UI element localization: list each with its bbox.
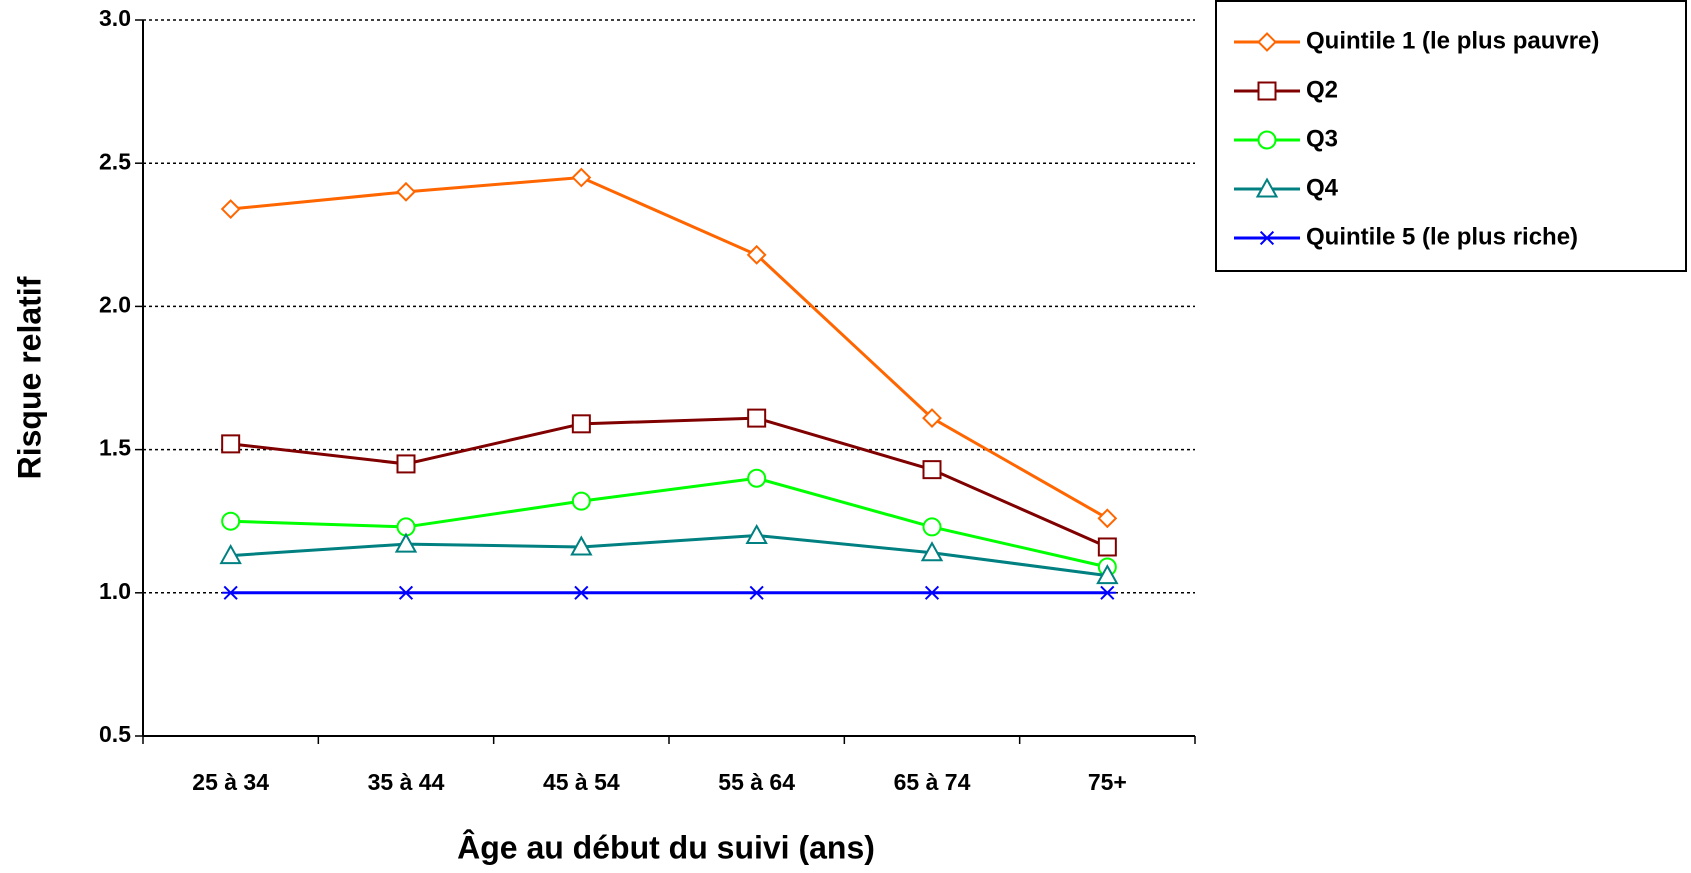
marker [1096, 564, 1119, 585]
marker [1258, 230, 1276, 246]
y-tick-label: 3.0 [99, 5, 131, 31]
marker [747, 408, 767, 428]
y-tick-label: 2.0 [99, 291, 131, 317]
marker [571, 491, 591, 511]
marker [220, 199, 241, 219]
series [222, 585, 1116, 600]
marker [1097, 508, 1118, 529]
series [220, 167, 1118, 529]
marker [570, 535, 593, 556]
legend-label: Quintile 1 (le plus pauvre) [1306, 27, 1599, 54]
marker [745, 523, 768, 545]
marker [572, 585, 590, 600]
marker [1257, 81, 1277, 101]
marker [396, 454, 416, 474]
x-tick-label: 55 à 64 [718, 769, 795, 795]
line [230, 534, 1108, 578]
y-tick-label: 1.0 [99, 578, 131, 604]
x-axis-title: Âge au début du suivi (ans) [457, 829, 875, 865]
marker [1097, 537, 1117, 557]
line [230, 476, 1108, 569]
marker [923, 585, 941, 600]
legend-box [1215, 0, 1687, 272]
marker [748, 585, 766, 600]
marker [219, 544, 242, 565]
marker [221, 434, 241, 454]
marker [747, 468, 767, 488]
marker [394, 532, 418, 553]
x-tick-label: 35 à 44 [368, 769, 445, 795]
x-tick-label: 25 à 34 [192, 769, 269, 795]
marker [922, 460, 942, 480]
marker [221, 511, 241, 531]
marker [1257, 130, 1277, 150]
line [230, 416, 1108, 549]
marker [222, 585, 240, 600]
marker [397, 585, 415, 600]
y-tick-label: 1.5 [99, 435, 131, 461]
marker [571, 167, 592, 188]
legend-label: Quintile 5 (le plus riche) [1306, 223, 1578, 250]
marker [396, 181, 416, 202]
series [221, 408, 1117, 557]
marker [1098, 585, 1116, 600]
legend-label: Q2 [1306, 76, 1338, 103]
y-tick-label: 2.5 [99, 148, 131, 174]
legend-label: Q4 [1306, 174, 1339, 201]
marker [920, 541, 944, 562]
marker [746, 244, 767, 265]
marker [571, 414, 591, 434]
x-tick-label: 45 à 54 [543, 769, 620, 795]
x-tick-label: 65 à 74 [894, 769, 971, 795]
y-tick-label: 0.5 [99, 721, 131, 747]
marker [922, 517, 942, 537]
x-tick-label: 75+ [1088, 769, 1127, 795]
legend-label: Q3 [1306, 125, 1338, 152]
y-axis-title: Risque relatif [11, 276, 47, 479]
marker [1257, 32, 1277, 52]
marker [1255, 177, 1279, 198]
line [230, 175, 1109, 520]
series [219, 523, 1119, 585]
marker [922, 408, 942, 429]
